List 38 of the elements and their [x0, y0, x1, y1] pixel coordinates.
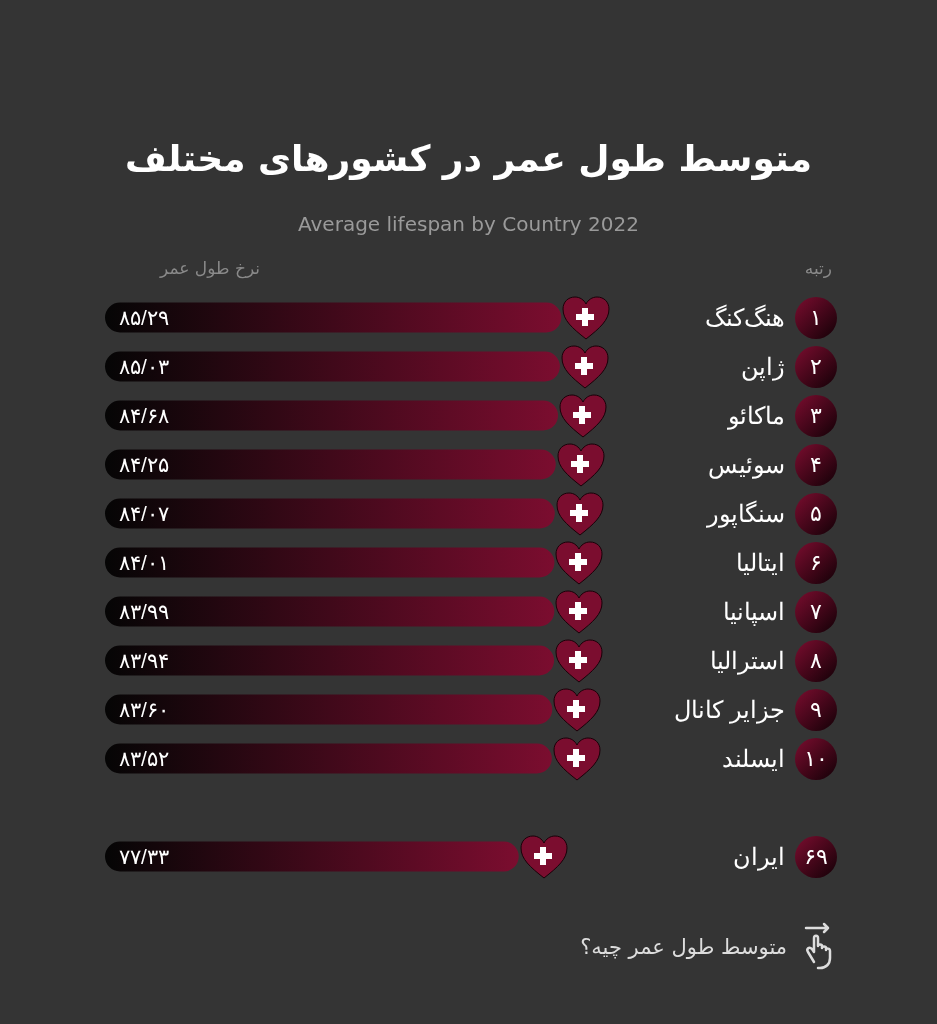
y-tick-label: هنگ‌کنگ	[705, 304, 785, 331]
text: ۶۹	[795, 835, 837, 878]
data-label: ۸۳/۹۴	[119, 649, 169, 672]
text: ۲	[795, 345, 837, 388]
y-tick-label: جزایر کانال	[674, 696, 785, 724]
data-label: ۸۳/۵۲	[119, 747, 169, 770]
text: ۶	[795, 541, 837, 584]
y-tick-label: سوئیس	[708, 451, 785, 479]
text: ۴	[795, 443, 837, 486]
data-label: ۸۴/۲۵	[119, 453, 169, 476]
y-tick-label: ماکائو	[727, 402, 785, 430]
y-tick-label: استرالیا	[710, 647, 785, 675]
text: ۸	[795, 639, 837, 682]
text: رتبه	[804, 258, 832, 278]
text: ۳	[795, 394, 837, 437]
data-label: ۸۵/۲۹	[119, 306, 169, 329]
y-tick-label: ایتالیا	[736, 549, 785, 576]
y-tick-label: سنگاپور	[706, 500, 785, 528]
data-label: ۸۳/۹۹	[119, 600, 169, 623]
text: ۱۰	[795, 737, 837, 780]
y-tick-label: اسپانیا	[723, 598, 785, 626]
y-tick-label: ایسلند	[722, 745, 785, 772]
data-label: ۸۵/۰۳	[119, 355, 169, 378]
data-label: ۸۴/۶۸	[119, 404, 169, 427]
text: ۷	[795, 590, 837, 633]
y-tick-label: ژاپن	[741, 353, 785, 381]
text: ۹	[795, 688, 837, 731]
text: متوسط طول عمر چیه؟	[580, 935, 787, 959]
text: ۱	[795, 296, 837, 339]
data-label: ۸۴/۰۱	[119, 551, 169, 574]
text: ۵	[795, 492, 837, 535]
data-label: ۸۴/۰۷	[119, 502, 169, 525]
text: نرخ طول عمر	[158, 258, 260, 278]
data-label: ۷۷/۳۳	[119, 845, 169, 868]
chart-title: متوسط طول عمر در کشورهای مختلف	[123, 138, 813, 179]
y-tick-label: ایران	[733, 843, 785, 871]
chart-subtitle: Average lifespan by Country 2022	[297, 212, 640, 236]
data-label: ۸۳/۶۰	[119, 698, 169, 721]
